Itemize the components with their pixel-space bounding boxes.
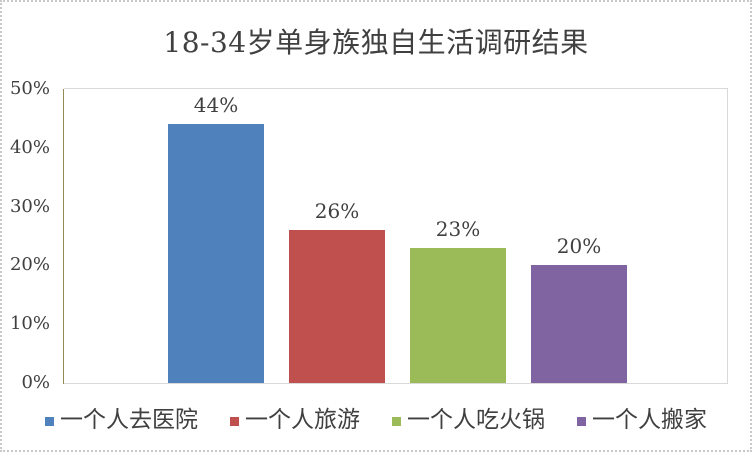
ytick-label-3: 30% <box>9 195 50 217</box>
chart-title: 18-34岁单身族独自生活调研结果 <box>163 26 589 59</box>
bar-label-2: 23% <box>435 216 481 241</box>
bar-label-1: 26% <box>314 199 360 224</box>
legend: 一个人去医院 一个人旅游 一个人吃火锅 一个人搬家 <box>2 407 750 433</box>
legend-label-1: 一个人旅游 <box>245 407 360 433</box>
bar-label-3: 20% <box>556 234 602 259</box>
ytick-label-2: 20% <box>9 254 50 276</box>
bar-2 <box>410 247 506 383</box>
legend-swatch-1 <box>230 416 239 426</box>
legend-swatch-0 <box>45 416 54 426</box>
legend-label-3: 一个人搬家 <box>592 407 707 433</box>
plot-area: 44% 26% 23% 20% <box>64 88 728 384</box>
ytick-label-4: 40% <box>9 136 50 158</box>
legend-label-0: 一个人去医院 <box>60 407 198 433</box>
ytick-label-5: 50% <box>9 78 50 99</box>
ytick-label-1: 10% <box>9 313 50 335</box>
bar-label-0: 44% <box>193 93 239 118</box>
bar-0 <box>168 124 264 383</box>
bar-3 <box>531 265 627 383</box>
legend-item-2: 一个人吃火锅 <box>392 407 545 433</box>
bar-1 <box>289 230 385 383</box>
legend-item-1: 一个人旅游 <box>230 407 360 433</box>
legend-item-3: 一个人搬家 <box>577 407 707 433</box>
ytick-label-0: 0% <box>21 372 50 393</box>
legend-swatch-3 <box>577 416 586 426</box>
legend-item-0: 一个人去医院 <box>45 407 198 433</box>
legend-label-2: 一个人吃火锅 <box>407 407 545 433</box>
legend-swatch-2 <box>392 416 401 426</box>
